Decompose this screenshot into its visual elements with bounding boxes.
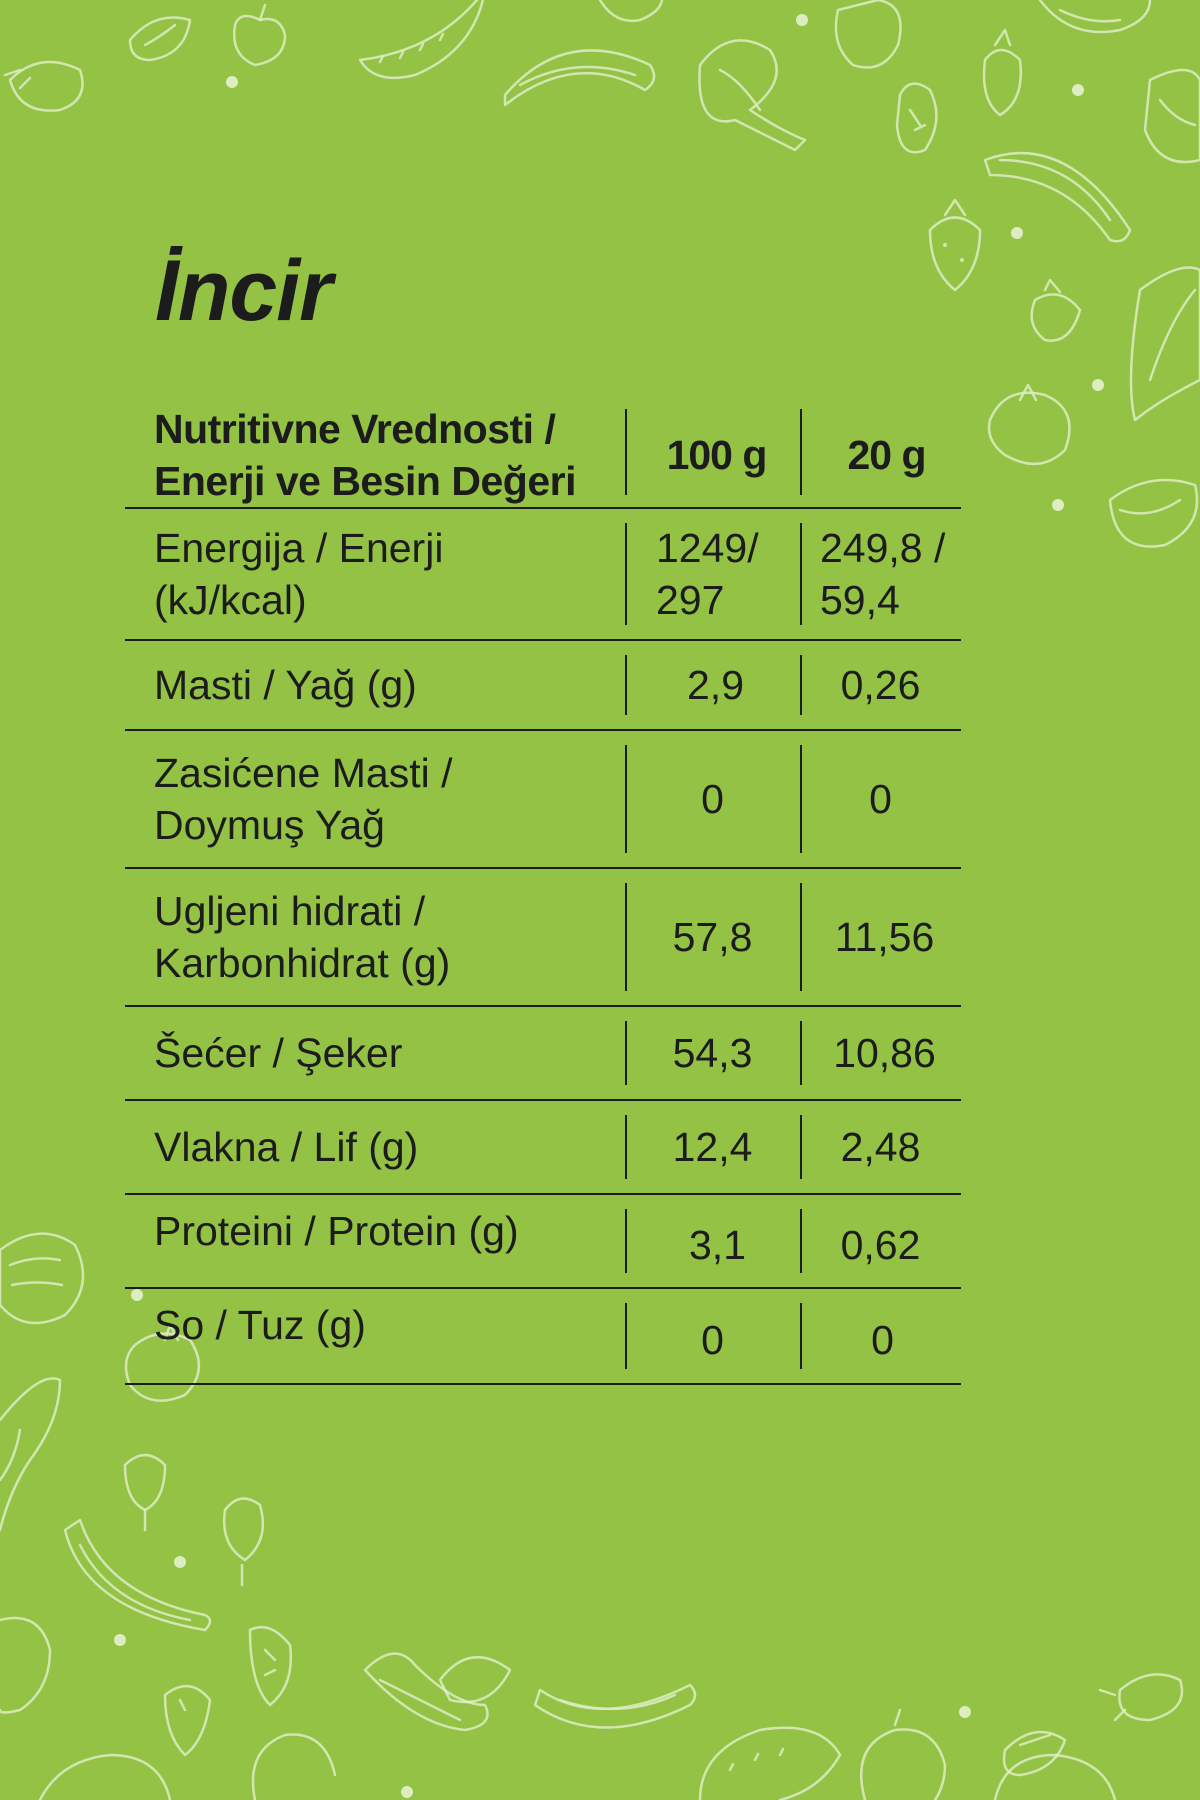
table-header-row: Nutritivne Vrednosti / Enerji ve Besin D… xyxy=(125,403,961,509)
tomato-icon xyxy=(987,383,1071,466)
leaf-icon xyxy=(698,39,807,152)
table-row: Ugljeni hidrati / Karbonhidrat (g) 57,8 … xyxy=(125,869,961,1007)
column-divider xyxy=(800,523,802,625)
column-divider xyxy=(800,1021,802,1085)
column-divider xyxy=(625,655,627,715)
lemon-icon xyxy=(128,16,192,62)
fruit-doodle-icon xyxy=(1143,68,1200,164)
column-divider xyxy=(800,1303,802,1369)
leaf-icon xyxy=(1129,266,1200,422)
column-divider xyxy=(800,745,802,853)
column-divider xyxy=(625,409,627,495)
lemon-icon xyxy=(1002,1730,1067,1777)
lemon-icon xyxy=(248,1625,292,1707)
column-divider xyxy=(625,523,627,625)
table-row: Šećer / Şeker 54,3 10,86 xyxy=(125,1007,961,1101)
leaf-icon xyxy=(438,1655,512,1704)
row-value-20g: 2,48 xyxy=(840,1124,921,1170)
table-row: So / Tuz (g) 0 0 xyxy=(125,1289,961,1385)
apple-icon xyxy=(860,1708,947,1800)
strawberry-icon xyxy=(3,60,84,112)
row-value-100g: 54,3 xyxy=(672,1030,753,1076)
row-value-100g: 1249/ 297 xyxy=(656,525,759,623)
row-value-100g: 12,4 xyxy=(672,1124,753,1170)
table-row: Energija / Enerji (kJ/kcal) 1249/ 297 24… xyxy=(125,509,961,641)
column-divider xyxy=(625,1303,627,1369)
fruit-doodle-icon xyxy=(0,1616,52,1714)
fruit-doodle-icon xyxy=(598,0,664,23)
fruit-doodle-icon xyxy=(1038,0,1152,34)
table-row: Vlakna / Lif (g) 12,4 2,48 xyxy=(125,1101,961,1195)
fruit-doodle-icon xyxy=(38,1753,172,1800)
header-col-20g: 20 g xyxy=(847,432,926,478)
row-label: Šećer / Şeker xyxy=(154,1030,403,1076)
row-label: Masti / Yağ (g) xyxy=(154,662,417,708)
leaf-icon xyxy=(363,1652,489,1732)
column-divider xyxy=(800,655,802,715)
table-row: Proteini / Protein (g) 3,1 0,62 xyxy=(125,1195,961,1289)
banana-icon xyxy=(503,49,656,107)
row-value-20g: 249,8 / 59,4 xyxy=(820,525,946,623)
strawberry-icon xyxy=(1098,1673,1184,1722)
row-label: Energija / Enerji (kJ/kcal) xyxy=(154,525,444,623)
row-value-100g: 0 xyxy=(701,1317,724,1363)
row-value-20g: 0 xyxy=(869,776,892,822)
row-value-100g: 57,8 xyxy=(672,914,753,960)
page-title: İncir xyxy=(155,243,333,339)
apple-icon xyxy=(834,0,902,69)
row-label: Proteini / Protein (g) xyxy=(154,1208,519,1254)
lemon-icon xyxy=(895,82,938,154)
column-divider xyxy=(625,1115,627,1179)
column-divider xyxy=(800,1209,802,1273)
strawberry-icon xyxy=(222,1497,265,1587)
row-value-20g: 0 xyxy=(871,1317,894,1363)
apple-icon xyxy=(232,3,287,67)
fruit-doodle-icon xyxy=(0,1232,85,1325)
row-value-20g: 0,62 xyxy=(840,1222,921,1268)
apple-icon xyxy=(251,1733,337,1800)
column-divider xyxy=(800,1115,802,1179)
table-row: Zasićene Masti / Doymuş Yağ 0 0 xyxy=(125,731,961,869)
fruit-doodle-icon xyxy=(1108,478,1199,548)
table-row: Masti / Yağ (g) 2,9 0,26 xyxy=(125,641,961,731)
column-divider xyxy=(800,883,802,991)
column-divider xyxy=(625,883,627,991)
row-value-20g: 10,86 xyxy=(833,1030,936,1076)
column-divider xyxy=(625,745,627,853)
row-value-100g: 3,1 xyxy=(689,1222,746,1268)
watermelon-icon xyxy=(698,1726,842,1800)
row-label: Ugljeni hidrati / Karbonhidrat (g) xyxy=(154,888,451,986)
banana-icon xyxy=(63,1518,212,1632)
row-value-20g: 0,26 xyxy=(840,662,921,708)
strawberry-icon xyxy=(1030,278,1082,342)
column-divider xyxy=(800,409,802,495)
watermelon-icon xyxy=(358,0,485,80)
column-divider xyxy=(625,1209,627,1273)
strawberry-icon xyxy=(928,198,982,292)
leaf-icon xyxy=(0,1377,62,1532)
banana-icon xyxy=(983,151,1132,243)
strawberry-icon xyxy=(163,1685,212,1757)
row-label: Vlakna / Lif (g) xyxy=(154,1124,419,1170)
banana-icon xyxy=(533,1683,697,1729)
nutrition-table: Nutritivne Vrednosti / Enerji ve Besin D… xyxy=(125,403,961,1385)
row-label: Zasićene Masti / Doymuş Yağ xyxy=(154,750,453,848)
column-divider xyxy=(625,1021,627,1085)
header-col-100g: 100 g xyxy=(666,432,768,478)
tomato-icon xyxy=(993,1753,1117,1800)
row-value-100g: 2,9 xyxy=(687,662,744,708)
row-value-20g: 11,56 xyxy=(834,914,935,960)
strawberry-icon xyxy=(982,28,1022,117)
strawberry-icon xyxy=(123,1453,167,1532)
header-label: Nutritivne Vrednosti / Enerji ve Besin D… xyxy=(154,406,576,504)
row-label: So / Tuz (g) xyxy=(154,1302,366,1348)
row-value-100g: 0 xyxy=(701,776,724,822)
